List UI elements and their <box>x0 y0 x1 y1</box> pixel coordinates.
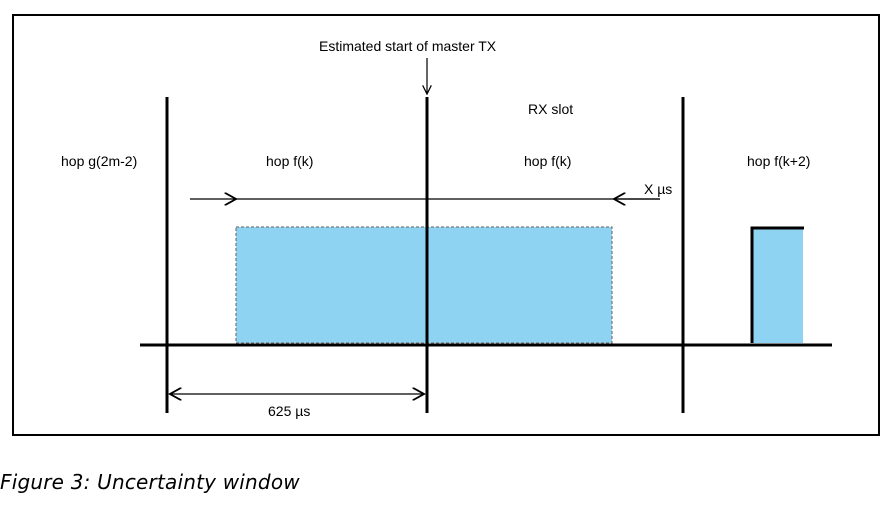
received-packet-window <box>235 226 613 344</box>
duration-label: 625 µs <box>268 403 310 419</box>
next-packet-outline <box>750 226 804 343</box>
hop-fk2-label: hop f(k+2) <box>747 153 810 169</box>
figure-caption: Figure 3: Uncertainty window <box>0 470 300 494</box>
hop-fk-left-label: hop f(k) <box>266 153 313 169</box>
next-packet <box>752 228 803 343</box>
estimated-start-label: Estimated start of master TX <box>319 38 497 54</box>
rx-slot-label: RX slot <box>528 101 573 117</box>
hop-fk-right-label: hop f(k) <box>524 153 571 169</box>
hop-g-label: hop g(2m-2) <box>61 153 137 169</box>
x-us-label: X µs <box>644 181 672 197</box>
diagram-frame <box>12 14 880 436</box>
